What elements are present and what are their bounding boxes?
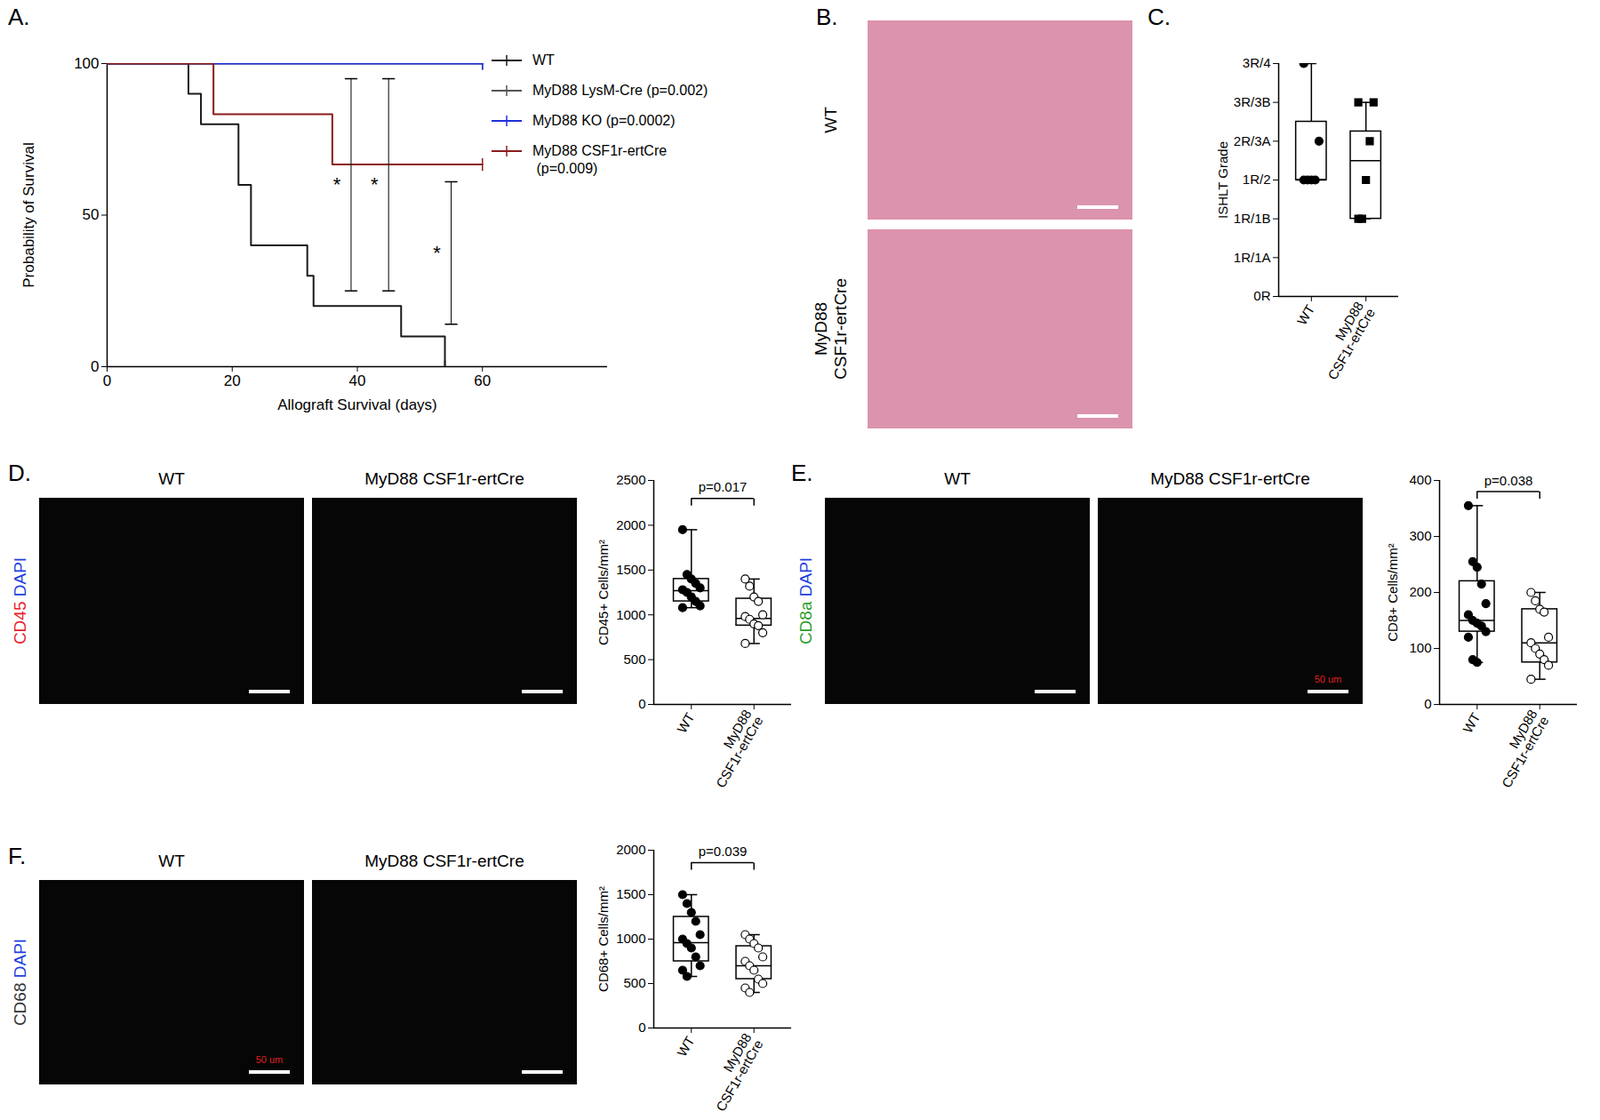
html-text:MyD88 CSF1r-ertCre: MyD88 CSF1r-ertCre: [364, 851, 525, 871]
svg-text:2000: 2000: [616, 517, 646, 533]
html-text:F.: F.: [8, 842, 26, 870]
svg-text:1000: 1000: [616, 930, 646, 946]
svg-text:MyD88CSF1r-ertCre: MyD88CSF1r-ertCre: [701, 706, 767, 791]
svg-text:3R/4: 3R/4: [1242, 55, 1272, 71]
html-text:A.: A.: [8, 3, 30, 31]
html-text:MyD88 CSF1r-ertCre: MyD88 CSF1r-ertCre: [1150, 469, 1310, 488]
html-text:CD68: CD68: [10, 982, 30, 1026]
html-text:WT: WT: [821, 106, 841, 134]
svg-text:1R/1A: 1R/1A: [1233, 249, 1272, 265]
html-text:CD8a: CD8a: [796, 601, 816, 645]
svg-text:0: 0: [638, 1019, 646, 1035]
svg-text:40: 40: [349, 372, 367, 390]
svg-text:0: 0: [1424, 696, 1432, 712]
svg-text:400: 400: [1408, 472, 1432, 488]
svg-text:*: *: [370, 173, 379, 196]
svg-text:MyD88CSF1r-ertCre: MyD88CSF1r-ertCre: [1312, 298, 1378, 383]
html-text:WT: WT: [944, 469, 971, 488]
svg-text:WT: WT: [1459, 710, 1483, 736]
svg-text:100: 100: [1408, 640, 1432, 656]
svg-text:CD68+ Cells/mm²: CD68+ Cells/mm²: [595, 886, 611, 992]
svg-text:*: *: [333, 173, 342, 196]
svg-text:p=0.039: p=0.039: [698, 843, 748, 859]
svg-text:1R/2: 1R/2: [1242, 171, 1272, 187]
svg-text:1500: 1500: [616, 561, 646, 577]
html-text:WT: WT: [158, 469, 185, 488]
svg-text:MyD88CSF1r-ertCre: MyD88CSF1r-ertCre: [701, 1030, 767, 1114]
svg-text:20: 20: [224, 372, 241, 390]
svg-text:3R/3B: 3R/3B: [1233, 94, 1272, 110]
svg-text:ISHLT Grade: ISHLT Grade: [1215, 141, 1231, 219]
svg-text:1500: 1500: [616, 886, 646, 902]
svg-text:WT: WT: [673, 1033, 697, 1060]
svg-text:500: 500: [623, 975, 646, 991]
svg-text:CD45+ Cells/mm²: CD45+ Cells/mm²: [595, 539, 611, 646]
svg-text:1R/1B: 1R/1B: [1233, 210, 1272, 226]
html-text:MyD88 CSF1r-ertCre: MyD88 CSF1r-ertCre: [811, 278, 850, 380]
html-text:CD45: CD45: [10, 601, 30, 645]
svg-text:60: 60: [473, 372, 491, 390]
svg-text:WT: WT: [673, 710, 697, 736]
svg-text:2000: 2000: [616, 841, 646, 857]
svg-text:0R: 0R: [1253, 288, 1271, 304]
html-text:DAPI: DAPI: [10, 938, 30, 979]
html-text:DAPI: DAPI: [796, 557, 816, 597]
svg-text:MyD88CSF1r-ertCre: MyD88CSF1r-ertCre: [1487, 706, 1552, 791]
svg-text:1000: 1000: [616, 607, 646, 623]
svg-text:*: *: [432, 241, 441, 264]
html-text:C.: C.: [1147, 3, 1171, 31]
html-text:50 um: 50 um: [255, 1054, 283, 1065]
html-text:50 um: 50 um: [1314, 673, 1342, 685]
svg-text:Probability of Survival: Probability of Survival: [20, 142, 38, 288]
svg-text:0: 0: [638, 696, 646, 712]
html-text:MyD88 CSF1r-ertCre (p=0.009): MyD88 CSF1r-ertCre (p=0.009): [532, 143, 667, 176]
html-text:B.: B.: [816, 3, 838, 31]
svg-text:100: 100: [73, 55, 99, 72]
svg-text:0: 0: [90, 358, 99, 376]
html-text:MyD88 CSF1r-ertCre: MyD88 CSF1r-ertCre: [364, 469, 525, 488]
svg-text:Allograft Survival (days): Allograft Survival (days): [277, 396, 438, 414]
html-text:MyD88 LysM-Cre (p=0.002): MyD88 LysM-Cre (p=0.002): [532, 82, 708, 98]
html-text:D.: D.: [8, 459, 32, 487]
svg-text:p=0.038: p=0.038: [1484, 472, 1534, 488]
html-text:WT: WT: [158, 851, 185, 871]
svg-text:300: 300: [1408, 528, 1432, 544]
svg-text:0: 0: [103, 372, 112, 390]
svg-text:CD8+ Cells/mm²: CD8+ Cells/mm²: [1384, 543, 1400, 641]
svg-text:WT: WT: [1294, 302, 1318, 328]
svg-text:p=0.017: p=0.017: [698, 479, 748, 495]
svg-text:500: 500: [623, 651, 646, 667]
html-text:DAPI: DAPI: [10, 557, 30, 597]
svg-text:2R/3A: 2R/3A: [1233, 133, 1272, 149]
svg-text:50: 50: [82, 206, 100, 224]
html-text:MyD88 KO (p=0.0002): MyD88 KO (p=0.0002): [532, 112, 676, 128]
html-text:E.: E.: [791, 459, 813, 487]
svg-text:200: 200: [1408, 584, 1432, 600]
svg-text:2500: 2500: [616, 472, 646, 488]
html-text:WT: WT: [532, 52, 555, 68]
